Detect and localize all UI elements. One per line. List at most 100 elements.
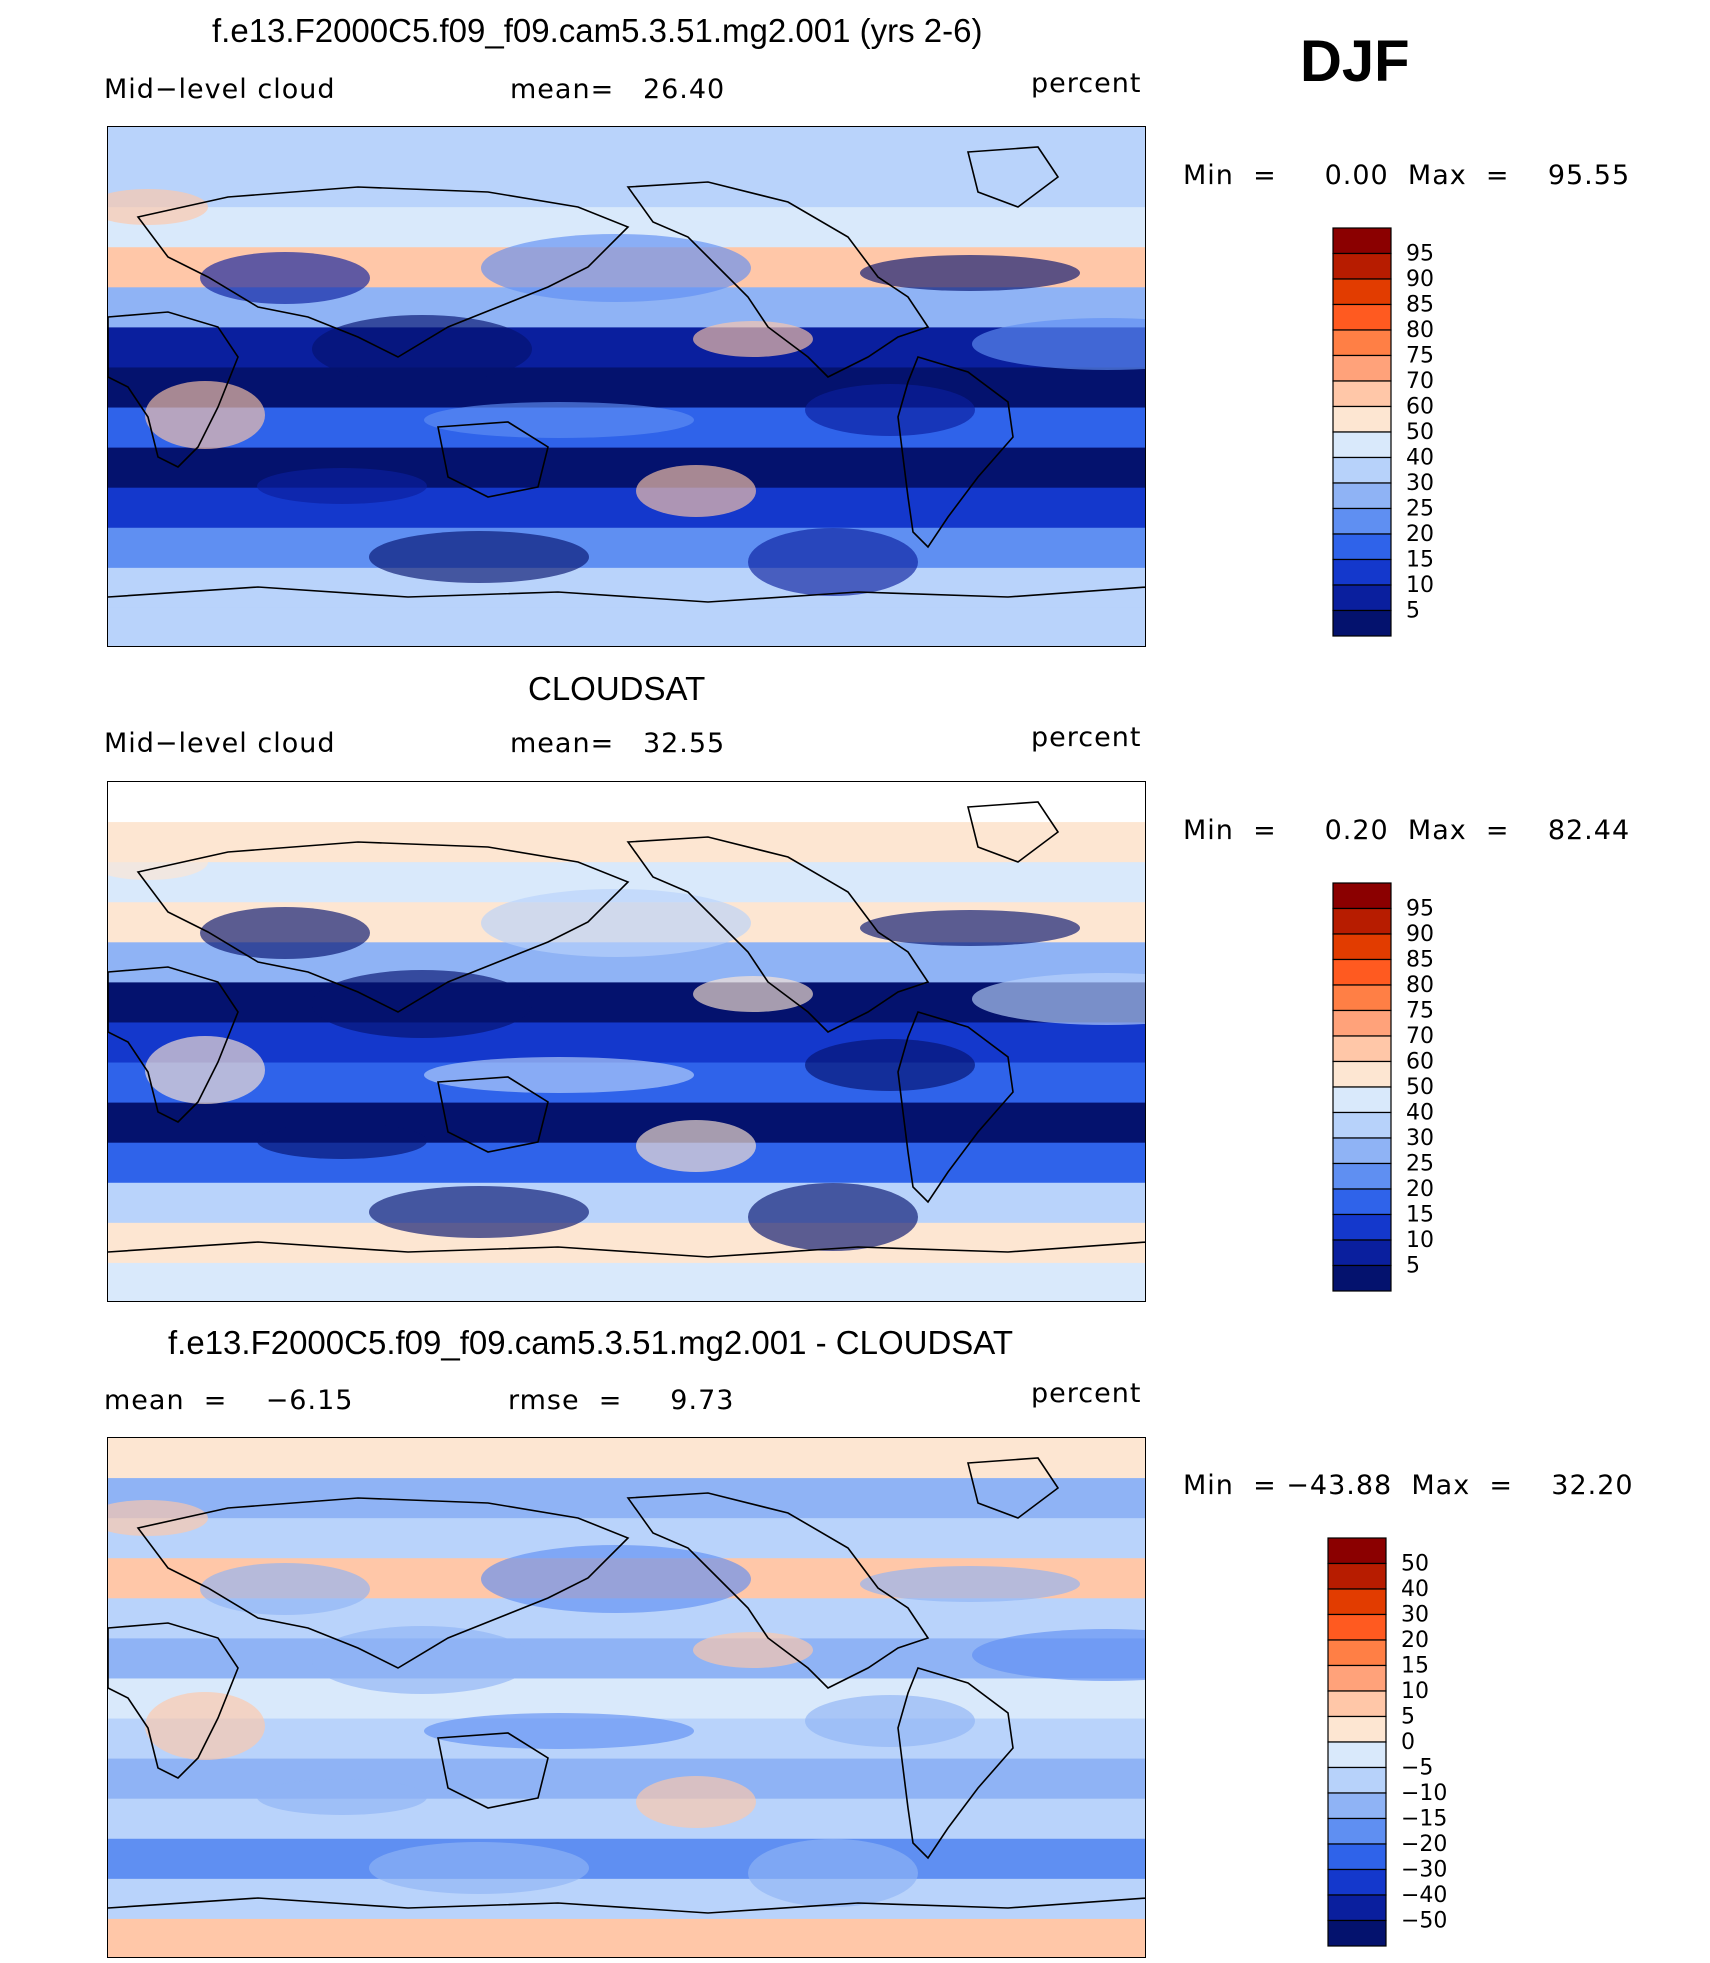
colorbar-swatch xyxy=(1332,882,1392,910)
colorbar-tick-label: 20 xyxy=(1406,1177,1434,1202)
colorbar-swatch xyxy=(1332,405,1392,433)
coastline xyxy=(897,1011,1014,1204)
map-field-patch xyxy=(481,234,751,302)
map-field-patch xyxy=(108,844,208,880)
panel-variable-label: Mid−level cloud xyxy=(104,74,336,105)
map-field-patch xyxy=(312,970,532,1038)
colorbar-tick-label: 50 xyxy=(1406,420,1434,445)
colorbar-tick-label: 70 xyxy=(1406,369,1434,394)
map-field-patch xyxy=(972,973,1145,1025)
panel-units-label: percent xyxy=(1031,722,1142,753)
colorbar-swatch xyxy=(1332,507,1392,535)
map-field-patch xyxy=(145,1036,265,1104)
map-field-band xyxy=(108,1638,1145,1680)
colorbar-tick-label: 95 xyxy=(1406,242,1434,267)
colorbar-tick-label: 40 xyxy=(1401,1577,1429,1602)
panel-title-model: f.e13.F2000C5.f09_f09.cam5.3.51.mg2.001 … xyxy=(212,12,983,49)
colorbar-swatch xyxy=(1327,1588,1387,1616)
map-panel-obs xyxy=(107,781,1146,1302)
map-field-patch xyxy=(481,1545,751,1613)
map-field-band xyxy=(108,1838,1145,1880)
season-label: DJF xyxy=(1300,29,1410,94)
coastline xyxy=(136,1497,630,1669)
colorbar-tick-label: 15 xyxy=(1406,548,1434,573)
colorbar-tick-label: 50 xyxy=(1406,1075,1434,1100)
colorbar-tick-label: 60 xyxy=(1406,1050,1434,1075)
colorbar-swatch xyxy=(1332,933,1392,961)
map-field-patch xyxy=(748,1183,918,1251)
map-field-patch xyxy=(145,381,265,449)
colorbar-swatch xyxy=(1332,1086,1392,1114)
map-field-patch xyxy=(257,468,427,504)
coastline xyxy=(108,311,239,468)
map-field-band xyxy=(108,1798,1145,1840)
colorbar-tick-label: −10 xyxy=(1401,1781,1447,1806)
coastline xyxy=(966,801,1060,863)
colorbar-tick-label: −50 xyxy=(1401,1909,1447,1934)
colorbar-tick-label: 25 xyxy=(1406,1152,1434,1177)
colorbar-tick-label: 90 xyxy=(1406,922,1434,947)
colorbar-swatch xyxy=(1332,1060,1392,1088)
colorbar-tick-label: 40 xyxy=(1406,1101,1434,1126)
map-panel-model xyxy=(107,126,1146,647)
coastline xyxy=(966,146,1060,208)
map-field-patch xyxy=(972,1629,1145,1681)
colorbar-swatch xyxy=(1332,584,1392,612)
map-field-patch xyxy=(972,318,1145,370)
map-field-band xyxy=(108,567,1145,609)
colorbar-swatch xyxy=(1327,1664,1387,1692)
colorbar-swatch xyxy=(1332,609,1392,637)
colorbar-swatch xyxy=(1327,1868,1387,1896)
map-field-patch xyxy=(145,1692,265,1760)
colorbar-tick-label: 15 xyxy=(1401,1654,1429,1679)
colorbar-tick-label: 10 xyxy=(1406,1228,1434,1253)
map-field-band xyxy=(108,1142,1145,1184)
map-field-band xyxy=(108,327,1145,369)
colorbar-swatch xyxy=(1327,1817,1387,1845)
colorbar-tick-label: −40 xyxy=(1401,1883,1447,1908)
colorbar-tick-label: 20 xyxy=(1401,1628,1429,1653)
colorbar-swatch xyxy=(1327,1537,1387,1565)
colorbar-swatch xyxy=(1327,1766,1387,1794)
map-field-band xyxy=(108,607,1145,646)
map-field-patch xyxy=(636,1776,756,1828)
colorbar-swatch xyxy=(1332,1188,1392,1216)
colorbar-swatch xyxy=(1327,1741,1387,1769)
colorbar-swatch xyxy=(1332,1162,1392,1190)
coastline xyxy=(108,1897,1145,1914)
colorbar-tick-label: 75 xyxy=(1406,344,1434,369)
map-field-band xyxy=(108,527,1145,569)
colorbar-tick-label: 10 xyxy=(1401,1679,1429,1704)
colorbar-swatch xyxy=(1332,1009,1392,1037)
panel-mean-label: mean= 26.40 xyxy=(510,74,726,105)
coastline xyxy=(437,1076,549,1153)
panel-min-max: Min = 0.20 Max = 82.44 xyxy=(1183,815,1631,846)
coastline xyxy=(897,356,1014,549)
map-field-patch xyxy=(257,1779,427,1815)
colorbar-swatch xyxy=(1327,1562,1387,1590)
map-field-patch xyxy=(200,907,370,959)
colorbar-swatch xyxy=(1332,558,1392,586)
colorbar-tick-label: −20 xyxy=(1401,1832,1447,1857)
coastline xyxy=(108,966,239,1123)
colorbar-tick-label: 5 xyxy=(1401,1705,1415,1730)
coastline xyxy=(626,836,930,1033)
colorbar-swatch xyxy=(1327,1919,1387,1947)
colorbar-tick-label: −15 xyxy=(1401,1807,1447,1832)
colorbar-tick-label: 30 xyxy=(1406,1126,1434,1151)
map-field-band xyxy=(108,1438,1145,1480)
map-field-band xyxy=(108,1222,1145,1264)
colorbar-swatch xyxy=(1327,1639,1387,1667)
map-field-patch xyxy=(200,252,370,304)
map-field-patch xyxy=(424,1713,694,1749)
coastline xyxy=(966,1457,1060,1519)
colorbar-swatch xyxy=(1332,227,1392,255)
map-field-patch xyxy=(424,1057,694,1093)
colorbar-swatch xyxy=(1332,431,1392,459)
map-field-patch xyxy=(481,889,751,957)
coastline xyxy=(108,586,1145,603)
colorbar-tick-label: 85 xyxy=(1406,948,1434,973)
colorbar-swatch xyxy=(1332,533,1392,561)
colorbar-swatch xyxy=(1332,278,1392,306)
map-field-band xyxy=(108,1918,1145,1957)
